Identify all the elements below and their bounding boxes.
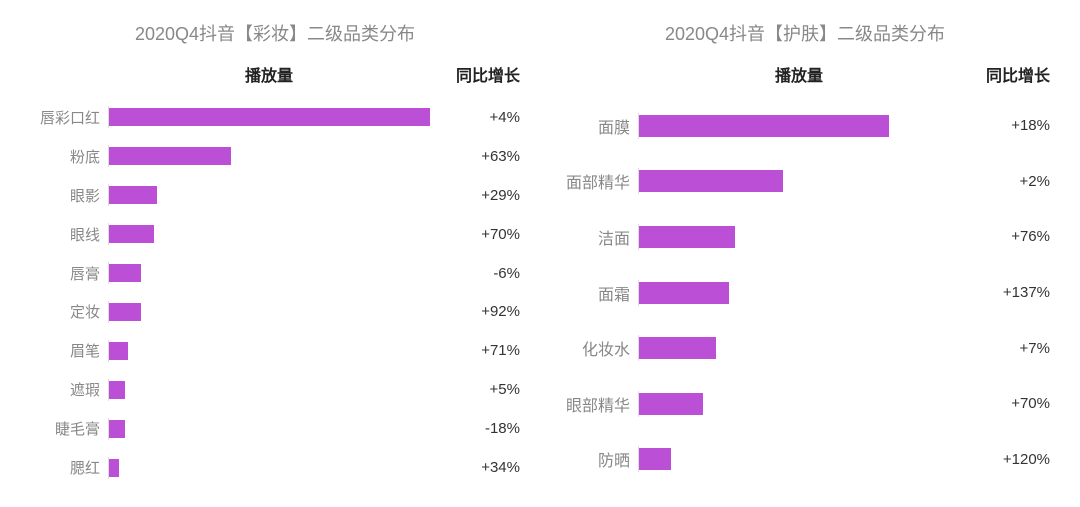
rows-skincare: 面膜 +18% 面部精华 +2% 洁面 +76% 面霜 +137% 化妆水 +7% 眼部精华 +70%… bbox=[560, 98, 1050, 487]
bar bbox=[639, 226, 735, 248]
category-label: 定妆 bbox=[30, 301, 108, 322]
play-header-makeup: 播放量 bbox=[108, 62, 430, 86]
bar-track bbox=[108, 340, 430, 362]
growth-value: +7% bbox=[960, 340, 1050, 357]
bar-track bbox=[108, 223, 430, 245]
panel-makeup: 2020Q4抖音【彩妆】二级品类分布 播放量 同比增长 唇彩口红 +4% 粉底 +63… bbox=[30, 20, 520, 487]
chart-row: 定妆 +92% bbox=[30, 293, 520, 332]
panel-skincare-subheader: 播放量 同比增长 bbox=[560, 62, 1050, 86]
panel-makeup-subheader: 播放量 同比增长 bbox=[30, 62, 520, 86]
bar-track bbox=[108, 301, 430, 323]
bar bbox=[639, 170, 783, 192]
bar bbox=[639, 282, 729, 304]
growth-value: +120% bbox=[960, 451, 1050, 468]
bar-track bbox=[108, 418, 430, 440]
bar-track bbox=[108, 379, 430, 401]
bar-track bbox=[108, 262, 430, 284]
panel-makeup-title: 2020Q4抖音【彩妆】二级品类分布 bbox=[30, 20, 520, 46]
bar bbox=[639, 115, 889, 137]
chart-container: 2020Q4抖音【彩妆】二级品类分布 播放量 同比增长 唇彩口红 +4% 粉底 +63… bbox=[0, 0, 1080, 507]
bar bbox=[109, 459, 119, 477]
bar bbox=[109, 420, 125, 438]
chart-row: 面部精华 +2% bbox=[560, 154, 1050, 210]
panel-skincare-title: 2020Q4抖音【护肤】二级品类分布 bbox=[560, 20, 1050, 46]
chart-row: 眼影 +29% bbox=[30, 176, 520, 215]
category-label: 腮红 bbox=[30, 457, 108, 478]
bar-track bbox=[638, 280, 960, 306]
bar bbox=[639, 393, 703, 415]
category-label: 眉笔 bbox=[30, 340, 108, 361]
panel-skincare: 2020Q4抖音【护肤】二级品类分布 播放量 同比增长 面膜 +18% 面部精华 +2… bbox=[560, 20, 1050, 487]
category-label: 唇膏 bbox=[30, 263, 108, 284]
growth-value: +71% bbox=[430, 342, 520, 359]
category-label: 睫毛膏 bbox=[30, 418, 108, 439]
chart-row: 化妆水 +7% bbox=[560, 320, 1050, 376]
bar-track bbox=[638, 391, 960, 417]
category-label: 粉底 bbox=[30, 146, 108, 167]
chart-row: 防晒 +120% bbox=[560, 431, 1050, 487]
bar bbox=[109, 303, 141, 321]
bar-track bbox=[108, 184, 430, 206]
growth-value: +34% bbox=[430, 459, 520, 476]
chart-row: 粉底 +63% bbox=[30, 137, 520, 176]
growth-value: +137% bbox=[960, 284, 1050, 301]
category-label: 面膜 bbox=[560, 114, 638, 138]
growth-value: +76% bbox=[960, 228, 1050, 245]
chart-row: 遮瑕 +5% bbox=[30, 370, 520, 409]
play-header-skincare: 播放量 bbox=[638, 62, 960, 86]
bar bbox=[109, 342, 128, 360]
chart-row: 眼部精华 +70% bbox=[560, 376, 1050, 432]
category-label: 眼部精华 bbox=[560, 392, 638, 416]
growth-value: +4% bbox=[430, 109, 520, 126]
bar-track bbox=[108, 145, 430, 167]
bar bbox=[639, 448, 671, 470]
bar-track bbox=[638, 113, 960, 139]
bar bbox=[109, 381, 125, 399]
chart-row: 腮红 +34% bbox=[30, 448, 520, 487]
bar bbox=[109, 264, 141, 282]
category-label: 眼影 bbox=[30, 185, 108, 206]
growth-value: +70% bbox=[960, 395, 1050, 412]
chart-row: 眉笔 +71% bbox=[30, 331, 520, 370]
growth-header-makeup: 同比增长 bbox=[430, 62, 520, 86]
growth-value: -18% bbox=[430, 420, 520, 437]
growth-value: +92% bbox=[430, 303, 520, 320]
growth-value: -6% bbox=[430, 265, 520, 282]
growth-value: +2% bbox=[960, 173, 1050, 190]
category-label: 化妆水 bbox=[560, 336, 638, 360]
chart-row: 唇膏 -6% bbox=[30, 254, 520, 293]
bar-track bbox=[638, 224, 960, 250]
bar-track bbox=[108, 106, 430, 128]
bar-track bbox=[638, 446, 960, 472]
bar-track bbox=[638, 335, 960, 361]
bar-track bbox=[108, 457, 430, 479]
chart-row: 唇彩口红 +4% bbox=[30, 98, 520, 137]
bar bbox=[639, 337, 716, 359]
bar bbox=[109, 186, 157, 204]
rows-makeup: 唇彩口红 +4% 粉底 +63% 眼影 +29% 眼线 +70% 唇膏 -6% 定妆 +92% 眉笔 +7… bbox=[30, 98, 520, 487]
growth-value: +18% bbox=[960, 117, 1050, 134]
category-label: 唇彩口红 bbox=[30, 107, 108, 128]
growth-value: +29% bbox=[430, 187, 520, 204]
category-label: 面部精华 bbox=[560, 169, 638, 193]
bar bbox=[109, 147, 231, 165]
category-label: 眼线 bbox=[30, 224, 108, 245]
growth-value: +70% bbox=[430, 226, 520, 243]
chart-row: 面膜 +18% bbox=[560, 98, 1050, 154]
chart-row: 洁面 +76% bbox=[560, 209, 1050, 265]
category-label: 防晒 bbox=[560, 447, 638, 471]
bar-track bbox=[638, 168, 960, 194]
chart-row: 眼线 +70% bbox=[30, 215, 520, 254]
growth-value: +5% bbox=[430, 381, 520, 398]
bar bbox=[109, 225, 154, 243]
chart-row: 睫毛膏 -18% bbox=[30, 409, 520, 448]
category-label: 面霜 bbox=[560, 281, 638, 305]
chart-row: 面霜 +137% bbox=[560, 265, 1050, 321]
bar bbox=[109, 108, 430, 126]
growth-value: +63% bbox=[430, 148, 520, 165]
category-label: 遮瑕 bbox=[30, 379, 108, 400]
growth-header-skincare: 同比增长 bbox=[960, 62, 1050, 86]
category-label: 洁面 bbox=[560, 225, 638, 249]
